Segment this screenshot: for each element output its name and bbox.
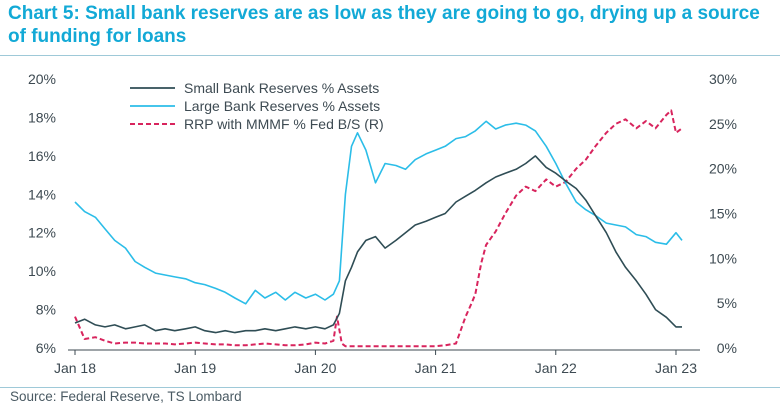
x-tick-label: Jan 18 xyxy=(54,360,96,376)
y-right-tick-label: 25% xyxy=(709,116,737,132)
y-left-tick-label: 18% xyxy=(28,109,56,125)
legend-label: RRP with MMMF % Fed B/S (R) xyxy=(184,116,384,132)
bottom-divider xyxy=(0,387,780,388)
x-tick-label: Jan 20 xyxy=(294,360,336,376)
y-left-tick-label: 10% xyxy=(28,263,56,279)
y-right-tick-label: 15% xyxy=(709,206,737,222)
series-line-large-bank xyxy=(74,120,683,305)
source-note: Source: Federal Reserve, TS Lombard xyxy=(10,389,242,404)
y-right-tick-label: 30% xyxy=(709,71,737,87)
line-chart: Jan 18 Jan 19 Jan 20 Jan 21 Jan 22 Jan 23 20%… xyxy=(28,71,737,376)
x-tick-label: Jan 21 xyxy=(415,360,457,376)
y-axis-left: 20% 18% 16% 14% 12% 10% 8% 6% xyxy=(28,71,56,356)
legend-label: Small Bank Reserves % Assets xyxy=(184,80,379,96)
y-right-tick-label: 10% xyxy=(709,250,737,266)
y-axis-right: 30% 25% 20% 15% 10% 5% 0% xyxy=(709,71,737,356)
series-line-rrp xyxy=(74,109,683,348)
y-left-tick-label: 20% xyxy=(28,71,56,87)
y-left-tick-label: 14% xyxy=(28,186,56,202)
legend: Small Bank Reserves % Assets Large Bank R… xyxy=(130,80,384,132)
x-tick-label: Jan 22 xyxy=(535,360,577,376)
chart-title: Chart 5: Small bank reserves are as low … xyxy=(8,3,760,47)
y-right-tick-label: 5% xyxy=(717,295,737,311)
y-left-tick-label: 6% xyxy=(36,340,56,356)
legend-label: Large Bank Reserves % Assets xyxy=(184,98,380,114)
top-divider xyxy=(0,55,780,56)
series-line-small-bank xyxy=(74,155,682,334)
y-left-tick-label: 16% xyxy=(28,148,56,164)
y-right-tick-label: 0% xyxy=(717,340,737,356)
x-tick-label: Jan 19 xyxy=(174,360,216,376)
x-axis: Jan 18 Jan 19 Jan 20 Jan 21 Jan 22 Jan 23 xyxy=(54,349,700,376)
y-right-tick-label: 20% xyxy=(709,161,737,177)
series-layer xyxy=(74,109,683,348)
y-left-tick-label: 8% xyxy=(36,302,56,318)
y-left-tick-label: 12% xyxy=(28,225,56,241)
x-tick-label: Jan 23 xyxy=(655,360,697,376)
x-axis-ticks: Jan 18 Jan 19 Jan 20 Jan 21 Jan 22 Jan 23 xyxy=(54,350,697,376)
